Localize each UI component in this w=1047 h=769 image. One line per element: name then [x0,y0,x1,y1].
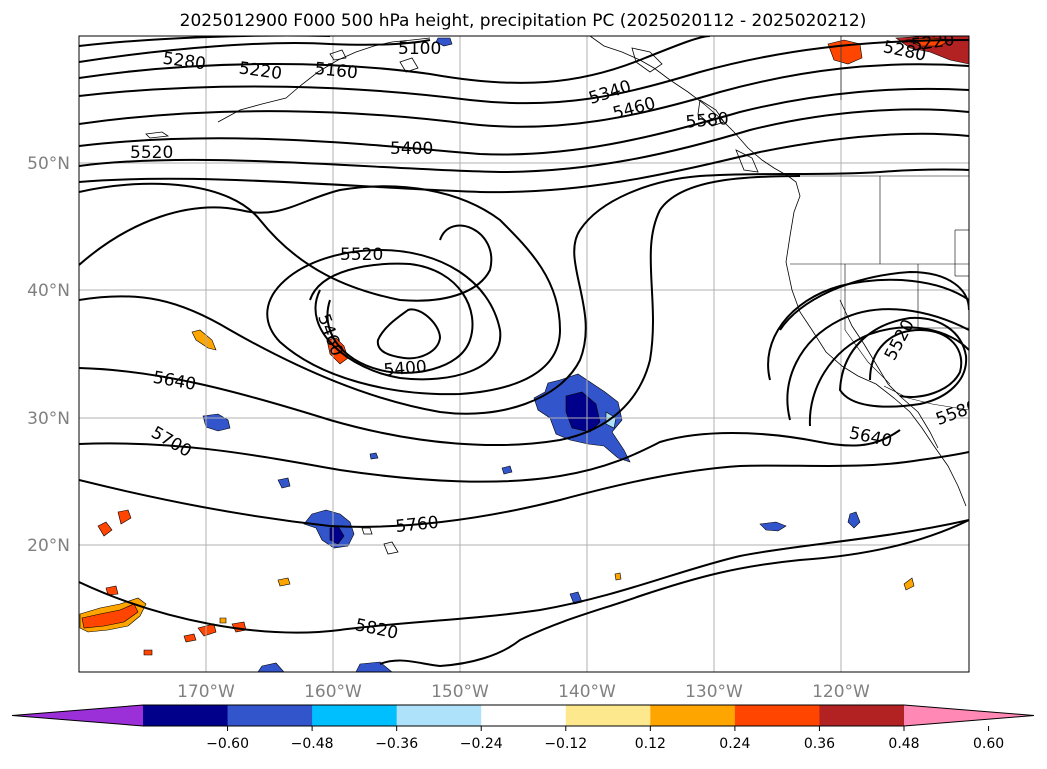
height-contours [79,36,969,668]
lat-label: 20°N [27,536,70,556]
lon-label: 130°W [685,682,743,702]
colorbar-outline [11,704,1035,727]
colorbar-extend-high [904,705,1034,726]
colorbar-segment [565,705,651,726]
contour-label: 5580 [685,109,730,133]
colorbar-tick-label: 0.48 [888,736,919,752]
colorbar-segment [227,705,313,726]
lat-label: 50°N [27,154,70,174]
map-frame [78,35,970,673]
colorbar-tick-label: −0.12 [544,736,587,752]
colorbar-tick-label: 0.36 [804,736,835,752]
precip-negative-areas [202,37,861,672]
colorbar-tick-label: −0.24 [460,736,503,752]
colorbar: −0.60 −0.48 −0.36 −0.24 −0.12 0.12 0.24 0.36 0.4… [11,704,1035,752]
precip-positive-areas [79,36,969,656]
map-area: 5100 5280 5220 5160 5520 5400 5340 5460 … [79,30,969,672]
political-borders [788,36,969,411]
lat-label: 40°N [27,281,70,301]
map-title: 2025012900 F000 500 hPa height, precipit… [180,11,867,31]
colorbar-segment [481,705,567,726]
colorbar-tick-label: −0.36 [375,736,418,752]
longitude-labels: 170°W 160°W 150°W 140°W 130°W 120°W [177,682,870,702]
contour-label: 5160 [314,59,359,83]
lon-label: 140°W [558,682,616,702]
colorbar-segment [734,705,820,726]
colorbar-tick-label: 0.60 [973,736,1004,752]
colorbar-segment [312,705,398,726]
colorbar-segment [819,705,905,726]
contour-label: 5760 [395,513,440,537]
contour-label: 5520 [340,245,383,265]
contour-label: 5220 [910,30,956,56]
contour-label: 5100 [398,39,441,59]
lat-label: 30°N [27,409,70,429]
latitude-labels: 50°N 40°N 30°N 20°N [27,154,70,556]
colorbar-segment [396,705,482,726]
colorbar-tick-label: 0.24 [719,736,750,752]
contour-label: 5400 [383,357,428,381]
contour-label: 5520 [130,143,173,163]
lon-label: 120°W [812,682,870,702]
colorbar-segment [650,705,736,726]
colorbar-tick-label: −0.48 [291,736,334,752]
colorbar-tick-label: 0.12 [635,736,666,752]
colorbar-tick-label: −0.60 [206,736,249,752]
lon-label: 170°W [177,682,235,702]
colorbar-segment [143,705,229,726]
lon-label: 150°W [431,682,489,702]
contour-label: 5400 [390,139,433,159]
colorbar-extend-low [12,705,143,726]
lon-label: 160°W [304,682,362,702]
